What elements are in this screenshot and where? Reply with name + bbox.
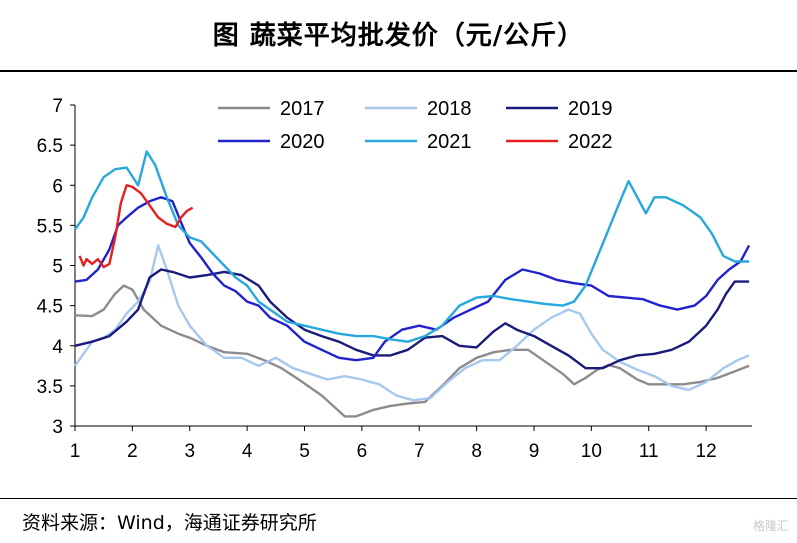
legend: 2017 2018 2019 2020 2021 2022 <box>218 98 613 153</box>
x-tick-label: 1 <box>70 441 81 462</box>
series-line-2022 <box>78 184 194 269</box>
x-tick-label: 5 <box>299 441 310 462</box>
line-chart: 33.544.555.566.571 2 3 4 5 6 7 8 9 10 11 12 2017 201… <box>37 96 752 462</box>
x-tick-label: 2 <box>127 441 138 462</box>
chart-axes: 33.544.555.566.571 2 3 4 5 6 7 8 9 10 11 12 <box>37 96 752 462</box>
x-tick-label: 4 <box>242 441 253 462</box>
y-tick-label: 6 <box>52 176 63 197</box>
source-note: 资料来源：Wind，海通证券研究所 <box>22 512 317 534</box>
title-bar: 图 蔬菜平均批发价（元/公斤） <box>0 0 797 72</box>
legend-label-2022: 2022 <box>568 131 613 153</box>
series-layer <box>74 150 751 418</box>
x-tick-label: 3 <box>184 441 195 462</box>
x-tick-label: 7 <box>414 441 425 462</box>
legend-label-2021: 2021 <box>427 131 472 153</box>
legend-label-2017: 2017 <box>280 98 325 120</box>
series-line-2019 <box>74 268 750 370</box>
chart-title: 图 蔬菜平均批发价（元/公斤） <box>212 21 585 51</box>
legend-label-2020: 2020 <box>280 131 325 153</box>
legend-label-2019: 2019 <box>568 98 613 120</box>
y-tick-label: 4.5 <box>37 297 63 318</box>
source-divider <box>0 498 797 499</box>
x-tick-label: 12 <box>696 441 717 462</box>
y-tick-label: 3 <box>52 417 63 438</box>
x-tick-label: 9 <box>529 441 540 462</box>
watermark: 格隆汇 <box>752 519 789 533</box>
x-tick-label: 10 <box>581 441 602 462</box>
x-tick-label: 11 <box>639 441 659 462</box>
x-tick-label: 6 <box>357 441 368 462</box>
series-line-2017 <box>74 284 750 418</box>
series-line-2020 <box>74 196 751 362</box>
y-tick-label: 6.5 <box>37 136 63 157</box>
x-tick-label: 8 <box>471 441 482 462</box>
y-tick-label: 5 <box>52 257 63 278</box>
y-tick-label: 3.5 <box>37 377 63 398</box>
legend-label-2018: 2018 <box>427 98 472 120</box>
series-line-2021 <box>74 150 750 343</box>
y-tick-label: 4 <box>52 337 63 358</box>
series-line-2018 <box>74 244 750 402</box>
y-tick-label: 7 <box>52 96 63 117</box>
y-tick-label: 5.5 <box>37 216 63 237</box>
